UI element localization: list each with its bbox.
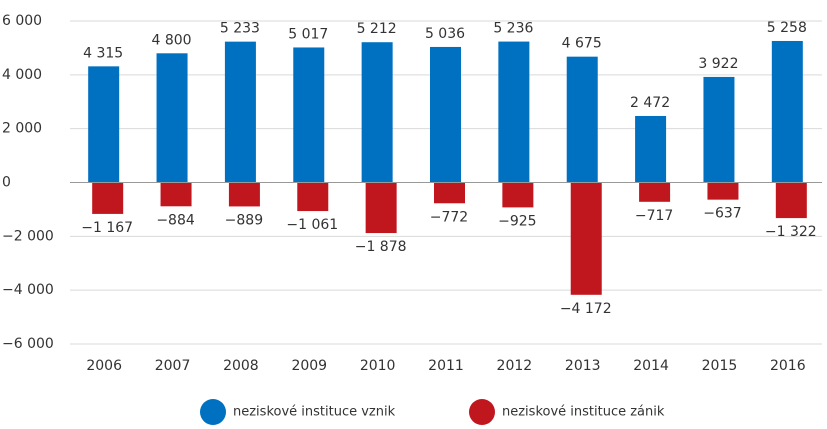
- value-label: 5 212: [357, 21, 397, 37]
- value-label: 4 315: [83, 45, 123, 61]
- value-label: −1 061: [286, 217, 338, 233]
- value-label: 5 017: [288, 26, 328, 42]
- value-label: −1 167: [81, 220, 133, 236]
- bar: [88, 66, 120, 183]
- value-label: −637: [703, 206, 741, 222]
- bar: [570, 182, 602, 295]
- value-label: −884: [156, 212, 195, 228]
- value-label: −1 878: [355, 239, 407, 255]
- y-tick-label: 4 000: [2, 67, 42, 83]
- bar: [293, 47, 325, 183]
- y-tick-label: −4 000: [2, 282, 54, 298]
- y-tick-label: 2 000: [2, 121, 42, 137]
- bar: [498, 41, 530, 183]
- value-label: 4 800: [151, 32, 191, 48]
- bar: [635, 115, 667, 183]
- bar: [297, 182, 329, 212]
- y-tick-label: 0: [2, 175, 11, 191]
- value-label: −1 322: [765, 224, 817, 240]
- y-tick-label: 6 000: [2, 13, 42, 29]
- value-label: 5 233: [220, 21, 260, 37]
- x-tick-label: 2009: [291, 358, 327, 374]
- bar: [361, 42, 393, 183]
- x-tick-label: 2008: [223, 358, 259, 374]
- value-label: 5 258: [767, 20, 807, 36]
- x-tick-label: 2012: [497, 358, 533, 374]
- x-tick-label: 2013: [565, 358, 601, 374]
- x-tick-label: 2015: [702, 358, 738, 374]
- bar: [703, 76, 735, 183]
- bar: [156, 53, 188, 183]
- value-label: 4 675: [562, 36, 602, 52]
- legend-label: neziskové instituce vznik: [233, 405, 396, 420]
- bar: [365, 182, 397, 234]
- value-label: 5 036: [425, 26, 465, 42]
- value-label: −717: [635, 208, 673, 224]
- value-label: 3 922: [698, 56, 738, 72]
- x-tick-label: 2006: [86, 358, 122, 374]
- value-label: −925: [498, 213, 536, 229]
- legend-marker: [200, 399, 226, 425]
- bar: [430, 46, 461, 183]
- legend-marker: [469, 399, 495, 425]
- x-tick-label: 2016: [770, 358, 806, 374]
- bar: [566, 56, 598, 183]
- y-tick-label: −6 000: [2, 336, 54, 352]
- bar: [224, 41, 256, 183]
- value-label: −889: [225, 212, 263, 228]
- bar: [160, 182, 192, 207]
- bar: [434, 182, 465, 204]
- value-label: 2 472: [630, 95, 670, 111]
- x-tick-label: 2011: [428, 358, 464, 374]
- value-label: −4 172: [560, 301, 612, 317]
- bar: [707, 182, 739, 200]
- x-tick-label: 2014: [633, 358, 669, 374]
- value-label: −772: [430, 209, 468, 225]
- bar: [228, 182, 260, 207]
- bar: [502, 182, 534, 208]
- value-label: 5 236: [493, 21, 533, 37]
- bar: [639, 182, 671, 202]
- x-tick-label: 2010: [360, 358, 396, 374]
- x-tick-label: 2007: [155, 358, 191, 374]
- bar: [771, 40, 803, 183]
- y-tick-label: −2 000: [2, 228, 54, 244]
- bar: [92, 182, 124, 214]
- bar: [775, 182, 807, 219]
- legend-label: neziskové instituce zánik: [502, 405, 665, 420]
